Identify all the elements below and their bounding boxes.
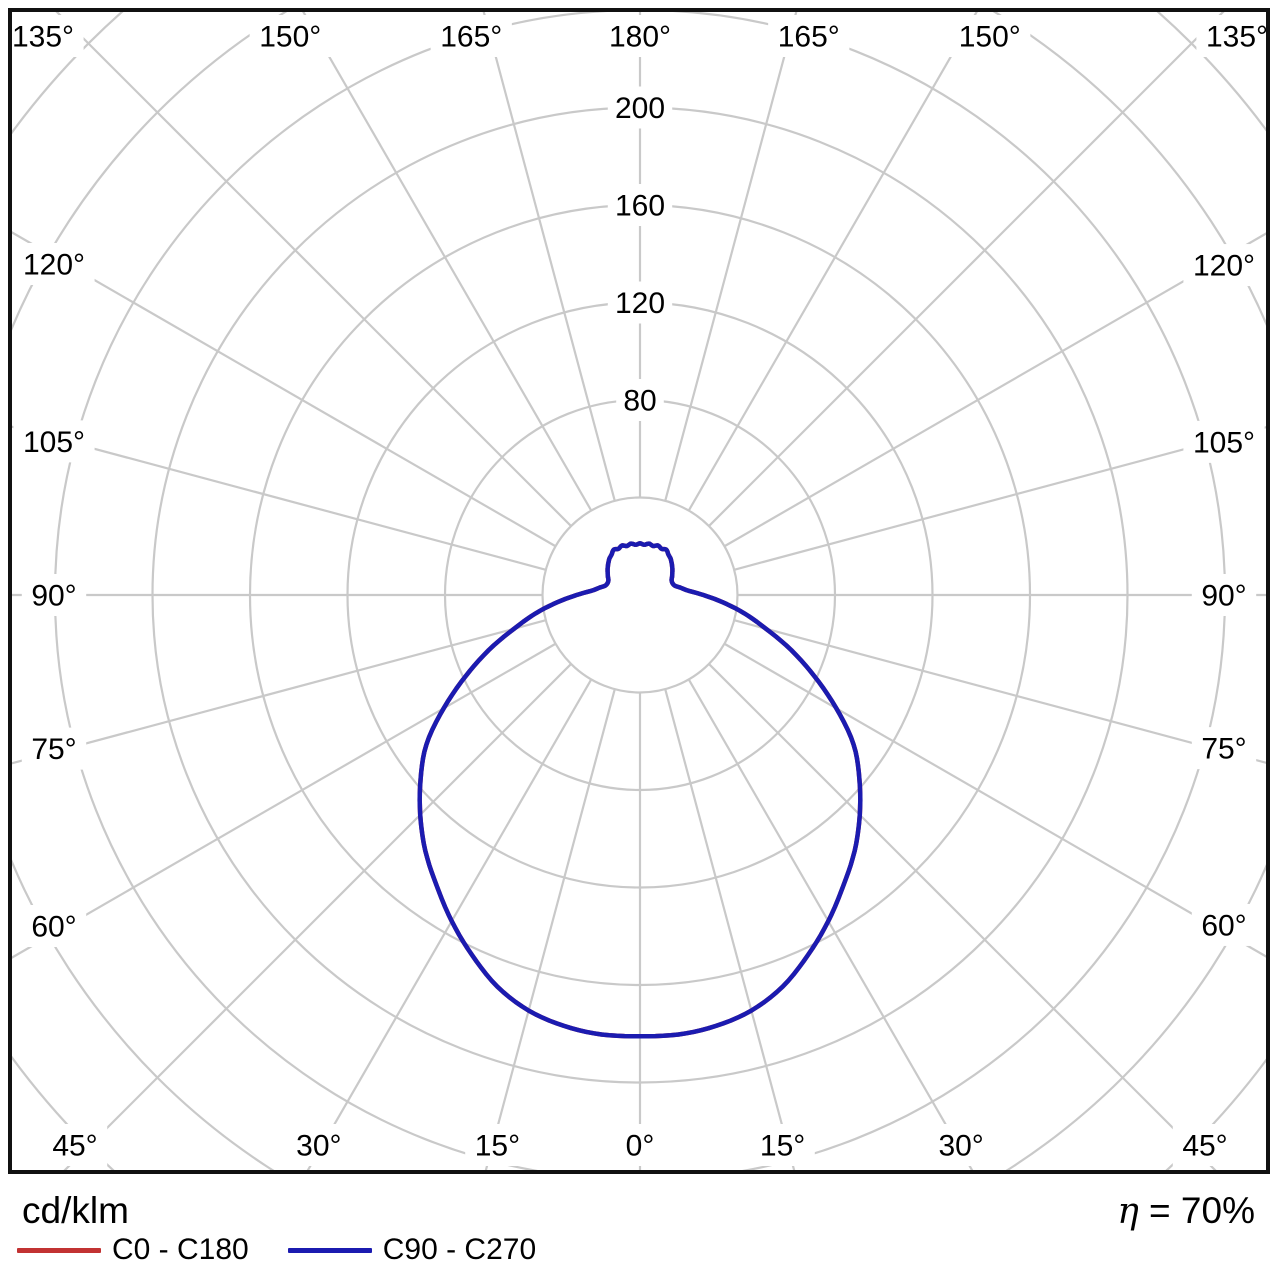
grid-spoke-L120 [12,231,557,548]
grid-spoke-R150 [687,12,978,512]
legend-label-c90-c270: C90 - C270 [382,1233,537,1266]
grid-spoke-R135 [708,12,1225,527]
angle-label-R0: 0° [626,1130,655,1163]
angle-label-R180: 180° [609,21,671,54]
grid-spoke-R60 [723,642,1266,958]
grid-spoke-R45 [708,663,1217,1170]
efficiency-value: = 70% [1138,1190,1255,1231]
angle-label-R120: 120° [1193,250,1255,283]
radial-tick-120: 120 [615,287,665,320]
angle-label-L90: 90° [31,580,76,613]
curves [417,541,863,1039]
angle-label-L120: 120° [23,249,85,282]
angle-label-L105: 105° [23,426,85,459]
angle-label-R135: 135° [1206,21,1268,54]
unit-label: cd/klm [22,1190,129,1231]
angle-label-L45: 45° [52,1130,97,1163]
grid-spoke-L165 [482,12,616,502]
grid-spoke-R30 [687,678,974,1170]
radial-tick-200: 200 [615,92,665,125]
radial-tick-80: 80 [623,385,656,418]
grid-spoke-R105 [733,426,1266,571]
eta-symbol: η [1117,1191,1139,1232]
legend: C0 - C180 C90 - C270 [17,1232,536,1268]
grid-spoke-L75 [12,619,547,765]
angle-label-L150: 150° [259,21,321,54]
radial-tick-160: 160 [615,190,665,223]
label-halos [2,15,1278,1166]
legend-label-c0-c180: C0 - C180 [112,1233,249,1266]
grid-spoke-L60 [12,642,557,959]
axis-labels: 80 120 160 200 0° 15° 15° 30° 30° 45° 45° 60° 60° 75°… [12,21,1268,1163]
angle-label-R165: 165° [778,21,840,54]
plot-border [8,8,1270,1174]
grid-spoke-R165 [664,12,798,502]
efficiency-label: η = 70% [1117,1192,1255,1231]
angle-label-R90: 90° [1201,580,1246,613]
grid-spoke-L150 [302,12,593,512]
angle-label-L135: 135° [12,21,74,54]
angle-label-R30: 30° [938,1130,983,1163]
curve-c90-c270 [417,541,863,1039]
grid-spoke-L30 [306,678,593,1170]
legend-line-c90-c270 [287,1247,372,1253]
grid-spoke-L135 [55,12,572,527]
angle-label-R15: 15° [760,1130,805,1163]
angle-label-R75: 75° [1201,733,1246,766]
angle-label-L60: 60° [31,910,76,943]
angle-label-L15: 15° [475,1130,520,1163]
grid-spoke-L45 [63,663,572,1170]
angle-label-L165: 165° [440,21,502,54]
angle-label-R105: 105° [1193,426,1255,459]
grid-spoke-R120 [723,232,1266,548]
grid-spoke-R75 [733,619,1266,764]
angle-label-R150: 150° [959,21,1021,54]
grid-spoke-L105 [12,425,547,571]
angle-label-L75: 75° [31,733,76,766]
angle-label-R60: 60° [1201,909,1246,942]
angle-label-L30: 30° [296,1130,341,1163]
angle-label-R45: 45° [1182,1130,1227,1163]
legend-line-c0-c180 [17,1247,101,1253]
